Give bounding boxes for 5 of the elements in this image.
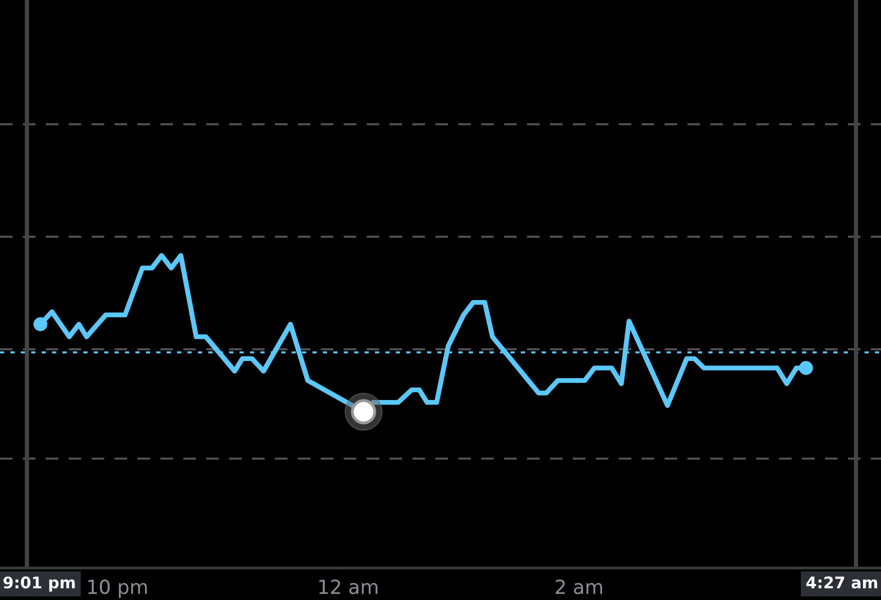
text: 4:27 am <box>806 576 878 589</box>
x-tick-label: 10 pm <box>88 579 147 598</box>
x-tick-label: 2 am <box>556 579 602 594</box>
x-tick-label: 12 am <box>319 579 378 594</box>
text: 9:01 pm <box>3 576 75 592</box>
